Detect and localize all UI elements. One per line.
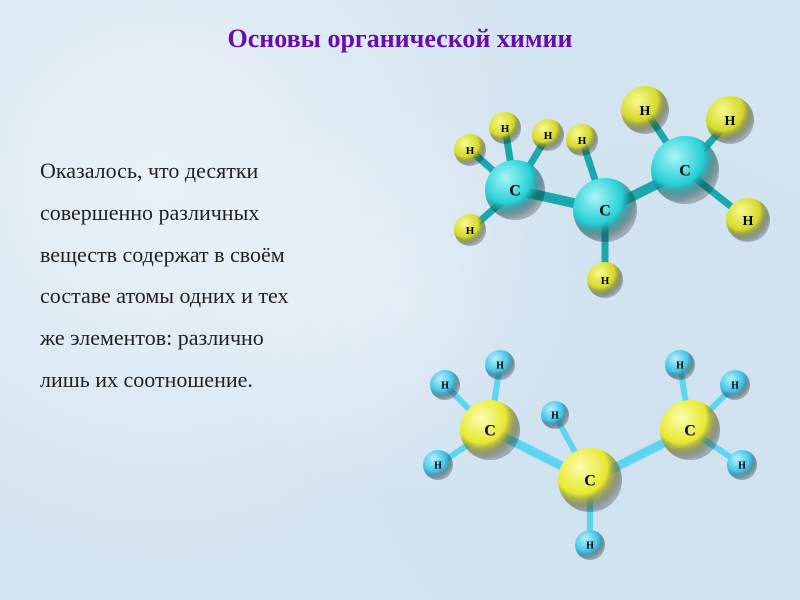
svg-text:H: H bbox=[731, 381, 739, 392]
svg-text:C: C bbox=[679, 163, 691, 180]
body-line-5: лишь их соотношение. bbox=[40, 359, 390, 401]
svg-text:H: H bbox=[738, 461, 746, 472]
svg-text:H: H bbox=[441, 381, 449, 392]
body-line-2: веществ содержат в своём bbox=[40, 234, 390, 276]
molecule-svg: H H H H H H H H H C C C bbox=[410, 80, 790, 310]
molecule-diagram-top: H H H H H H H H H C C C bbox=[410, 80, 790, 310]
svg-text:H: H bbox=[586, 541, 594, 552]
page-title: Основы органической химии bbox=[0, 24, 800, 54]
svg-text:C: C bbox=[509, 183, 521, 200]
svg-text:H: H bbox=[725, 114, 736, 129]
svg-text:H: H bbox=[466, 225, 475, 237]
svg-text:H: H bbox=[601, 275, 610, 287]
body-paragraph: Оказалось, что десятки совершенно различ… bbox=[40, 150, 390, 401]
body-line-4: же элементов: различно bbox=[40, 317, 390, 359]
svg-text:H: H bbox=[743, 214, 754, 229]
svg-text:H: H bbox=[640, 104, 651, 119]
svg-text:H: H bbox=[676, 361, 684, 372]
svg-text:C: C bbox=[684, 423, 696, 440]
svg-text:H: H bbox=[466, 145, 475, 157]
svg-text:H: H bbox=[434, 461, 442, 472]
svg-text:H: H bbox=[496, 361, 504, 372]
svg-text:H: H bbox=[544, 130, 553, 142]
svg-text:H: H bbox=[551, 411, 559, 422]
body-line-1: совершенно различных bbox=[40, 192, 390, 234]
svg-text:H: H bbox=[501, 123, 510, 135]
svg-text:H: H bbox=[578, 135, 587, 147]
body-line-0: Оказалось, что десятки bbox=[40, 150, 390, 192]
molecule-svg: H H H H H H H H C C C bbox=[380, 330, 780, 560]
molecule-diagram-bottom: H H H H H H H H C C C bbox=[380, 330, 780, 560]
svg-text:C: C bbox=[484, 423, 496, 440]
title-text: Основы органической химии bbox=[228, 24, 573, 53]
svg-text:C: C bbox=[584, 473, 596, 490]
body-line-3: составе атомы одних и тех bbox=[40, 275, 390, 317]
svg-text:C: C bbox=[599, 203, 611, 220]
